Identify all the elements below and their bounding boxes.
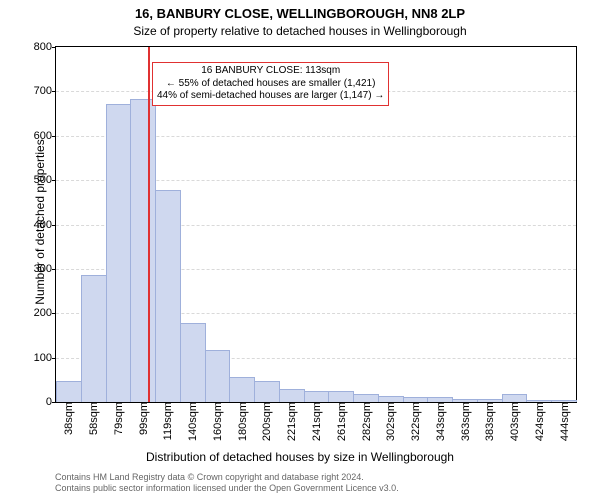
annotation-box: 16 BANBURY CLOSE: 113sqm ← 55% of detach… xyxy=(152,62,389,106)
footnote: Contains HM Land Registry data © Crown c… xyxy=(55,472,399,494)
x-tick-label: 261sqm xyxy=(334,402,348,441)
x-tick-label: 200sqm xyxy=(259,402,273,441)
histogram-bar xyxy=(106,104,132,402)
y-tick-mark xyxy=(52,358,56,359)
chart-subtitle: Size of property relative to detached ho… xyxy=(0,24,600,38)
histogram-bar xyxy=(254,381,280,402)
x-tick-label: 343sqm xyxy=(433,402,447,441)
x-tick-label: 322sqm xyxy=(408,402,422,441)
x-tick-label: 424sqm xyxy=(532,402,546,441)
footnote-line: Contains public sector information licen… xyxy=(55,483,399,494)
x-tick-label: 160sqm xyxy=(210,402,224,441)
y-tick-mark xyxy=(52,402,56,403)
y-tick-mark xyxy=(52,269,56,270)
y-tick-mark xyxy=(52,136,56,137)
histogram-bar xyxy=(155,190,181,402)
x-tick-label: 180sqm xyxy=(235,402,249,441)
histogram-bar xyxy=(353,394,379,402)
y-tick-mark xyxy=(52,91,56,92)
histogram-bar xyxy=(502,394,528,402)
x-axis-label: Distribution of detached houses by size … xyxy=(0,450,600,464)
x-tick-label: 383sqm xyxy=(482,402,496,441)
histogram-bar xyxy=(279,389,305,402)
annotation-line: ← 55% of detached houses are smaller (1,… xyxy=(157,78,384,91)
histogram-bar xyxy=(56,381,82,402)
y-tick-mark xyxy=(52,180,56,181)
histogram-bar xyxy=(180,323,206,402)
footnote-line: Contains HM Land Registry data © Crown c… xyxy=(55,472,399,483)
y-axis-label: Number of detached properties xyxy=(33,122,47,322)
histogram-bar xyxy=(205,350,231,402)
x-tick-label: 119sqm xyxy=(160,402,174,440)
x-tick-label: 403sqm xyxy=(507,402,521,441)
chart-container: 16, BANBURY CLOSE, WELLINGBOROUGH, NN8 2… xyxy=(0,0,600,500)
x-tick-label: 444sqm xyxy=(557,402,571,441)
chart-title: 16, BANBURY CLOSE, WELLINGBOROUGH, NN8 2… xyxy=(0,6,600,21)
histogram-bar xyxy=(130,99,156,402)
property-marker-line xyxy=(148,47,150,402)
x-tick-label: 221sqm xyxy=(284,402,298,441)
histogram-bar xyxy=(328,391,354,402)
annotation-line: 44% of semi-detached houses are larger (… xyxy=(157,90,384,103)
y-tick-mark xyxy=(52,225,56,226)
x-tick-label: 363sqm xyxy=(458,402,472,441)
x-tick-label: 58sqm xyxy=(86,402,100,435)
histogram-bar xyxy=(81,275,107,402)
x-tick-label: 140sqm xyxy=(185,402,199,441)
histogram-bar xyxy=(304,391,330,402)
y-tick-mark xyxy=(52,313,56,314)
x-tick-label: 79sqm xyxy=(111,402,125,435)
x-tick-label: 99sqm xyxy=(136,402,150,435)
x-tick-label: 241sqm xyxy=(309,402,323,441)
annotation-line: 16 BANBURY CLOSE: 113sqm xyxy=(157,65,384,78)
y-tick-mark xyxy=(52,47,56,48)
x-tick-label: 282sqm xyxy=(359,402,373,441)
x-tick-label: 302sqm xyxy=(383,402,397,441)
histogram-bar xyxy=(229,377,255,402)
x-tick-label: 38sqm xyxy=(61,402,75,435)
